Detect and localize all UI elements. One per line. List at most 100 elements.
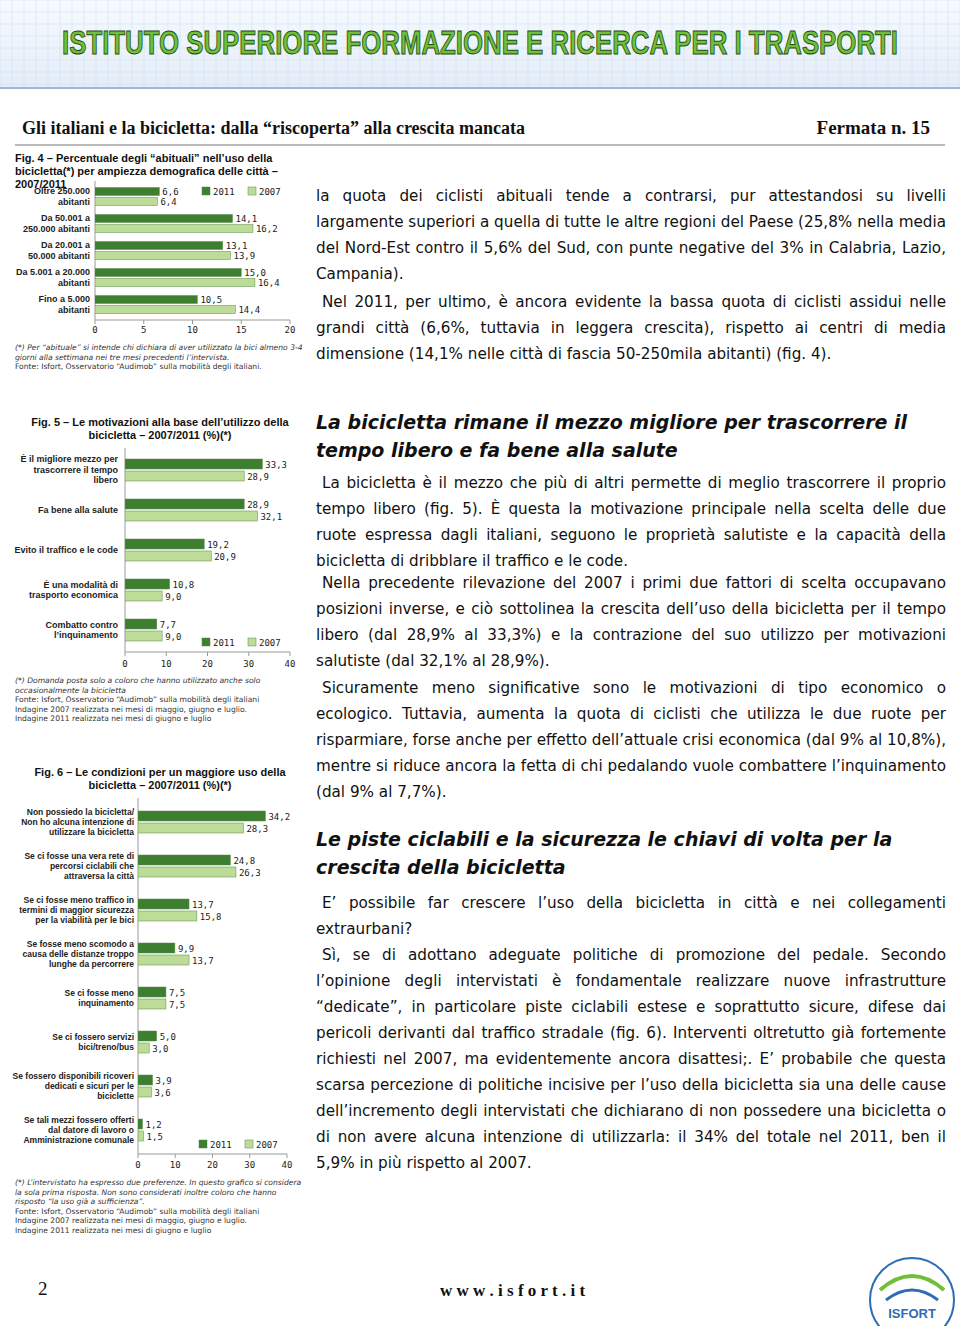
banner-grid-line — [0, 12, 960, 13]
data-label: 9,9 — [178, 944, 194, 954]
category-label: Fino a 5.000 abitanti — [12, 291, 90, 318]
tick-mark — [212, 1154, 213, 1158]
bar — [125, 499, 244, 509]
logo-text: ISFORT — [888, 1306, 936, 1321]
figure-note: Fonte: Isfort, Osservatorio “Audimob” su… — [15, 362, 307, 372]
figure-note: (*) Per “abituale” si intende chi dichia… — [15, 343, 307, 362]
category-label: Se fossero disponibili ricoveri dedicati… — [10, 1064, 134, 1108]
bar — [95, 269, 241, 277]
data-label: 13,7 — [192, 956, 214, 966]
tick-mark — [249, 1154, 250, 1158]
tick-label: 20 — [202, 659, 213, 669]
bars — [125, 459, 262, 641]
bar — [95, 306, 235, 314]
paragraph: La bicicletta è il mezzo che più di altr… — [316, 470, 946, 574]
legend-swatch — [202, 638, 210, 646]
paragraph: Sì, se di adottano adeguate politiche di… — [316, 942, 946, 1176]
chart: 33,328,919,210,87,728,932,120,99,09,0010… — [122, 448, 295, 669]
data-label: 32,1 — [260, 512, 282, 522]
data-label: 26,3 — [239, 868, 261, 878]
data-label: 9,0 — [165, 592, 181, 602]
data-label: 15,0 — [244, 268, 266, 278]
data-label: 13,7 — [192, 900, 214, 910]
data-label: 13,1 — [226, 241, 248, 251]
data-label: 9,0 — [165, 632, 181, 642]
tick-mark — [95, 320, 96, 324]
legend-label: 2007 — [259, 187, 281, 197]
tick-label: 40 — [285, 659, 296, 669]
data-label: 14,4 — [238, 305, 260, 315]
banner-grid-line — [0, 0, 1, 88]
banner-grid-line — [948, 0, 949, 88]
page-number: 2 — [38, 1278, 48, 1300]
bar — [125, 471, 244, 481]
bar — [125, 539, 204, 549]
category-label: È il migliore mezzo per trascorrere il t… — [12, 450, 118, 490]
legend-swatch — [248, 187, 256, 195]
tick-label: 10 — [187, 325, 198, 335]
bar — [95, 198, 157, 206]
banner-grid-line — [24, 0, 25, 88]
figure-notes: (*) Per “abituale” si intende chi dichia… — [15, 343, 307, 372]
bar — [138, 811, 265, 821]
banner-background — [0, 0, 960, 88]
bar — [95, 279, 255, 287]
banner-grid-line — [912, 0, 913, 88]
figure-note: (*) Domanda posta solo a coloro che hann… — [15, 676, 307, 695]
data-label: 28,9 — [247, 472, 269, 482]
bar — [138, 1043, 149, 1053]
tick-label: 40 — [282, 1160, 293, 1170]
figure-note: Indagine 2011 realizzata nei mesi di giu… — [15, 714, 307, 724]
banner-grid-line — [0, 0, 960, 1]
issue-label: Fermata n. 15 — [817, 117, 930, 139]
paragraph: E’ possibile far crescere l’uso della bi… — [316, 890, 946, 942]
category-label: Se ci fosse meno traffico in termini di … — [10, 888, 134, 932]
banner-grid-line — [900, 0, 901, 88]
legend-label: 2007 — [259, 638, 281, 648]
data-label: 1,2 — [145, 1120, 161, 1130]
data-labels: 34,224,813,79,97,55,03,91,228,326,315,81… — [145, 812, 290, 1142]
figure-title: Fig. 5 – Le motivazioni alla base dell’u… — [15, 416, 305, 442]
data-label: 7,7 — [160, 620, 176, 630]
tick-mark — [166, 652, 167, 656]
tick-mark — [248, 652, 249, 656]
bar — [138, 987, 166, 997]
data-label: 14,1 — [235, 214, 257, 224]
bar — [125, 631, 162, 641]
banner-grid-line — [0, 84, 960, 85]
data-label: 33,3 — [265, 460, 287, 470]
legend-label: 2011 — [210, 1140, 232, 1150]
figure-note: Indagine 2007 realizzata nei mesi di mag… — [15, 1216, 307, 1226]
bar — [138, 867, 236, 877]
category-label: Da 20.001 a 50.000 abitanti — [12, 237, 90, 264]
category-label: Da 50.001 a 250.000 abitanti — [12, 210, 90, 237]
bar — [95, 252, 231, 260]
data-label: 7,5 — [169, 1000, 185, 1010]
bar — [138, 855, 230, 865]
banner-title: ISTITUTO SUPERIORE FORMAZIONE E RICERCA … — [62, 23, 898, 61]
bar — [125, 551, 211, 561]
tick-label: 0 — [135, 1160, 140, 1170]
data-label: 6,4 — [160, 197, 176, 207]
bar — [138, 1087, 151, 1097]
category-label: Se ci fossero servizi bici/treno/bus — [10, 1020, 134, 1064]
data-label: 28,3 — [246, 824, 268, 834]
data-label: 24,8 — [233, 856, 255, 866]
logo: ISFORT — [870, 1258, 954, 1326]
data-label: 6,6 — [162, 187, 178, 197]
data-label: 1,5 — [147, 1132, 163, 1142]
category-label: Se tali mezzi fossero offerti dal datore… — [10, 1108, 134, 1152]
bar — [125, 619, 157, 629]
banner-grid-line — [936, 0, 937, 88]
bar — [138, 1131, 144, 1141]
paragraph: Nel 2011, per ultimo, è ancora evidente … — [316, 289, 946, 367]
bar — [95, 242, 223, 250]
bar — [95, 225, 253, 233]
tick-label: 30 — [244, 1160, 255, 1170]
banner-grid-line — [60, 0, 61, 88]
data-labels: 6,614,113,115,010,56,416,213,916,414,4 — [160, 187, 279, 315]
page: ISTITUTO SUPERIORE FORMAZIONE E RICERCA … — [0, 0, 960, 1326]
category-label: Se fosse meno scomodo a causa delle dist… — [10, 932, 134, 976]
tick-mark — [175, 1154, 176, 1158]
bar — [95, 215, 232, 223]
